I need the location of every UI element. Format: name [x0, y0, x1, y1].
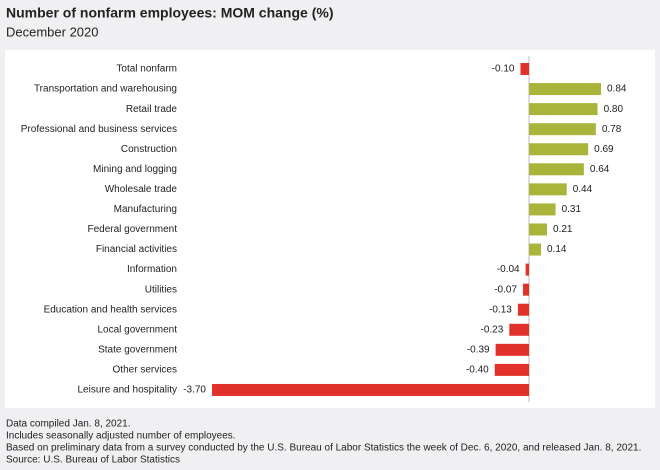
value-label: 0.44 [573, 184, 593, 195]
footnote: Includes seasonally adjusted number of e… [6, 431, 236, 442]
bar [523, 283, 530, 296]
bar [529, 243, 542, 256]
category-label: Financial activities [96, 244, 177, 255]
value-label: 0.21 [553, 224, 573, 235]
value-label: 0.14 [547, 244, 567, 255]
bar [529, 143, 589, 156]
category-label: Construction [121, 144, 177, 155]
value-label: -0.40 [466, 365, 489, 376]
value-label: 0.80 [604, 104, 624, 115]
bar [529, 223, 548, 236]
category-label: Transportation and warehousing [34, 84, 177, 95]
bar [517, 303, 530, 316]
value-label: -0.13 [489, 304, 512, 315]
value-label: -0.39 [467, 344, 490, 355]
category-label: Wholesale trade [105, 184, 178, 195]
bar [529, 123, 596, 136]
footnote: Source: U.S. Bureau of Labor Statistics [6, 455, 180, 466]
bar [529, 83, 601, 96]
bar [212, 383, 530, 396]
value-label: -0.07 [494, 284, 517, 295]
category-label: Mining and logging [93, 164, 177, 175]
footnote: Data compiled Jan. 8, 2021. [6, 419, 131, 430]
value-label: -0.23 [481, 324, 504, 335]
bar [520, 63, 530, 75]
chart-title: Number of nonfarm employees: MOM change … [6, 5, 333, 21]
bar [509, 323, 530, 336]
value-label: 0.69 [594, 144, 614, 155]
bar [525, 263, 530, 276]
bar [494, 363, 530, 376]
category-label: Education and health services [44, 304, 177, 315]
category-label: Leisure and hospitality [77, 385, 177, 396]
value-label: 0.31 [562, 204, 582, 215]
category-label: Total nonfarm [116, 64, 177, 75]
bar [529, 183, 567, 196]
category-label: Federal government [88, 224, 178, 235]
bar [529, 103, 598, 116]
chart-subtitle: December 2020 [6, 24, 99, 39]
category-label: Retail trade [126, 104, 178, 115]
bar [495, 343, 530, 356]
footnote: Based on preliminary data from a survey … [6, 443, 641, 454]
category-label: Information [127, 264, 177, 275]
category-label: Professional and business services [21, 124, 177, 135]
category-label: Utilities [145, 284, 177, 295]
value-label: 0.84 [607, 84, 627, 95]
bar [529, 163, 584, 176]
value-label: -3.70 [183, 385, 206, 396]
value-label: 0.78 [602, 124, 622, 135]
bar [529, 203, 556, 216]
category-label: State government [98, 344, 177, 355]
value-label: -0.04 [497, 264, 520, 275]
value-label: 0.64 [590, 164, 610, 175]
category-label: Local government [98, 324, 178, 335]
category-label: Manufacturing [114, 204, 177, 215]
value-label: -0.10 [492, 64, 515, 75]
category-label: Other services [113, 365, 177, 376]
